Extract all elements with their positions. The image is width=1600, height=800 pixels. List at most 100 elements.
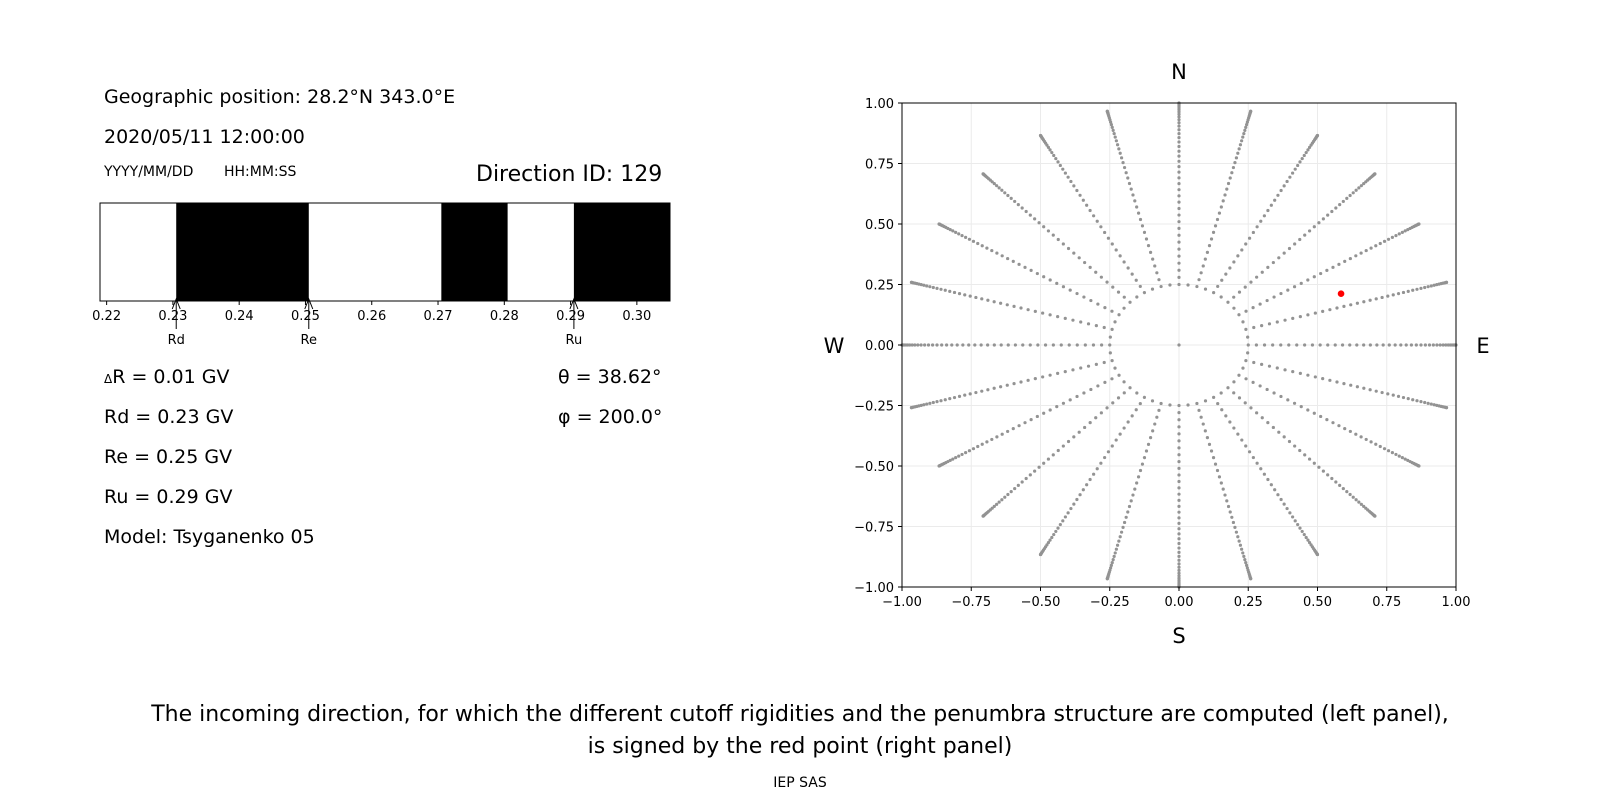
direction-point: [1302, 532, 1306, 537]
direction-point: [1207, 244, 1212, 248]
direction-point: [1133, 487, 1137, 491]
direction-point: [1349, 383, 1353, 387]
direction-point: [1055, 405, 1059, 409]
direction-point: [1035, 414, 1039, 419]
direction-point: [1288, 175, 1292, 179]
direction-point: [1037, 221, 1041, 225]
direction-point: [1348, 256, 1352, 261]
direction-point: [986, 298, 990, 302]
direction-point: [1177, 459, 1181, 464]
marker-label: Rd: [168, 333, 185, 348]
direction-point: [1051, 453, 1055, 457]
direction-point: [1313, 375, 1317, 379]
direction-point: [968, 392, 972, 396]
direction-point: [1009, 196, 1013, 200]
direction-point: [1063, 171, 1067, 175]
penumbra-tick-label: 0.28: [490, 309, 519, 324]
direction-point: [1282, 251, 1286, 255]
direction-point: [1374, 297, 1378, 301]
x-tick-label: −1.00: [882, 595, 922, 610]
direction-point: [1028, 473, 1032, 477]
direction-point: [1103, 230, 1107, 235]
direction-point: [1177, 466, 1181, 470]
direction-point: [992, 300, 996, 304]
direction-point: [1228, 420, 1232, 424]
direction-point: [1058, 163, 1062, 168]
direction-point: [1406, 289, 1410, 293]
direction-point: [1099, 411, 1103, 415]
direction-point: [1013, 199, 1017, 204]
direction-point: [1108, 351, 1112, 355]
direction-point: [1382, 447, 1387, 451]
direction-point: [952, 290, 957, 295]
direction-point: [1106, 450, 1111, 454]
direction-point: [1279, 188, 1283, 193]
direction-point: [1348, 193, 1352, 198]
direction-point: [1117, 539, 1121, 543]
direction-point: [1146, 442, 1151, 446]
direction-point: [964, 451, 968, 455]
direction-point: [1113, 366, 1117, 370]
direction-point: [1081, 198, 1085, 202]
direction-point: [1112, 132, 1116, 136]
direction-point: [1159, 401, 1163, 406]
direction-point: [1177, 558, 1181, 562]
direction-point: [1341, 486, 1345, 491]
direction-point: [1133, 199, 1137, 203]
direction-point: [1177, 432, 1181, 436]
direction-point: [1351, 191, 1355, 195]
direction-point: [1351, 495, 1355, 499]
direction-point: [1236, 432, 1240, 436]
direction-point: [1130, 272, 1134, 276]
penumbra-tick-label: 0.24: [225, 309, 254, 324]
direction-point: [1140, 462, 1145, 466]
direction-point: [1114, 438, 1118, 442]
direction-point: [1058, 522, 1062, 527]
direction-point: [1431, 343, 1435, 347]
direction-point: [1330, 209, 1334, 214]
direction-point: [1177, 411, 1181, 415]
direction-point: [1054, 156, 1058, 161]
direction-point: [1241, 320, 1245, 324]
direction-point: [1265, 298, 1269, 303]
direction-point: [1254, 343, 1259, 347]
direction-point: [1177, 562, 1181, 566]
direction-point: [1244, 242, 1248, 246]
direction-point: [1061, 444, 1065, 448]
direction-point: [1240, 248, 1244, 252]
direction-point: [1325, 268, 1329, 273]
direction-point: [1251, 230, 1255, 235]
direction-point: [1177, 492, 1181, 496]
direction-point: [1083, 425, 1087, 430]
direction-point: [1318, 343, 1322, 347]
direction-point: [943, 398, 947, 402]
direction-point: [1283, 318, 1287, 322]
direction-point: [1237, 147, 1241, 151]
direction-point: [1177, 537, 1181, 541]
delta-r-text: R = 0.01 GV: [112, 366, 230, 388]
direction-point: [1029, 417, 1033, 422]
direction-point: [1342, 304, 1346, 308]
direction-point: [1273, 488, 1277, 492]
direction-point: [1061, 285, 1066, 289]
direction-point: [980, 442, 984, 446]
direction-point: [1429, 402, 1433, 406]
direction-point: [1380, 295, 1384, 300]
credit: IEP SAS: [773, 775, 827, 791]
direction-point: [1099, 343, 1104, 347]
direction-point: [1287, 439, 1292, 444]
marker-label: Re: [301, 333, 317, 348]
direction-point: [1177, 282, 1181, 287]
direction-point: [1023, 421, 1027, 425]
direction-point: [1017, 262, 1021, 266]
direction-point: [1119, 530, 1124, 534]
direction-point: [935, 400, 939, 404]
direction-point: [1072, 184, 1076, 188]
direction-point: [1109, 563, 1113, 568]
direction-point: [1114, 139, 1118, 143]
direction-point: [1116, 290, 1121, 294]
direction-point: [1216, 284, 1220, 289]
direction-point: [1177, 453, 1181, 457]
direction-point: [1226, 181, 1231, 186]
direction-point: [963, 293, 967, 297]
